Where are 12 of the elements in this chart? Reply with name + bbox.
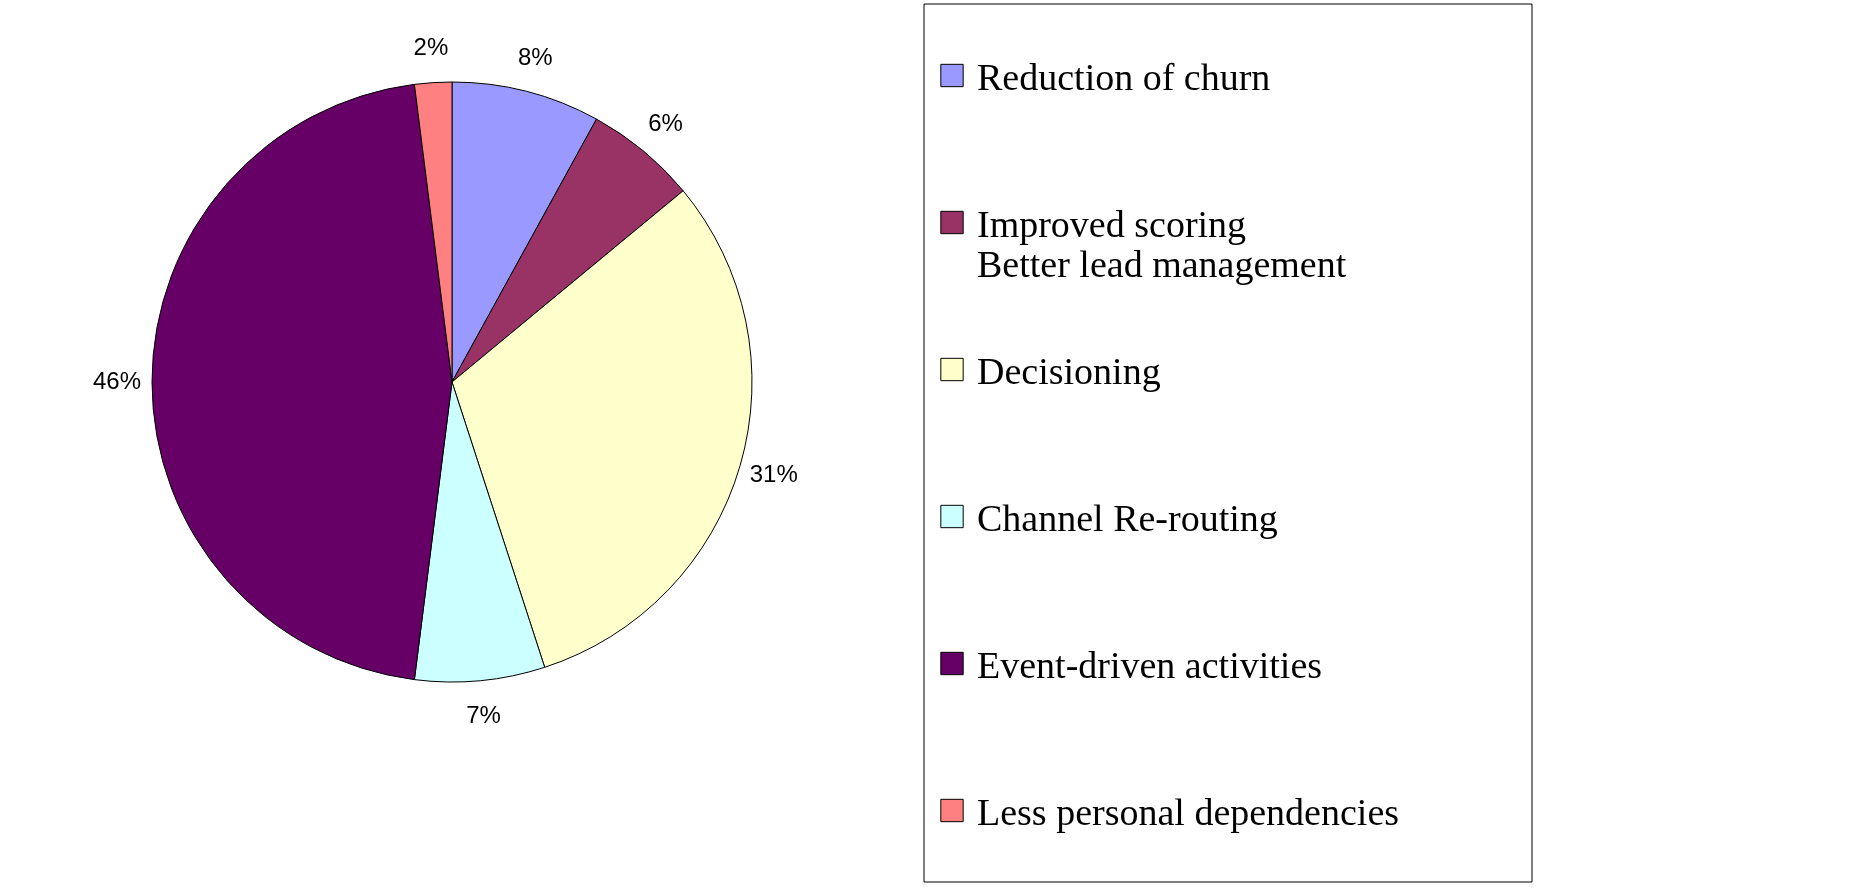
legend-label: Channel Re-routing (977, 496, 1278, 539)
data-label: 8% (517, 42, 553, 70)
data-label: 7% (466, 700, 501, 728)
legend-label: Improved scoring Better lead management (977, 202, 1347, 285)
legend-label: Event-driven activities (977, 643, 1323, 686)
data-label: 2% (413, 32, 449, 60)
data-label: 46% (92, 367, 142, 394)
data-label: 31% (749, 460, 798, 488)
legend-label: Decisioning (977, 349, 1161, 392)
data-label: 6% (648, 108, 683, 136)
legend-label: Less personal dependencies (977, 790, 1400, 833)
legend-label: Reduction of churn (977, 55, 1271, 98)
